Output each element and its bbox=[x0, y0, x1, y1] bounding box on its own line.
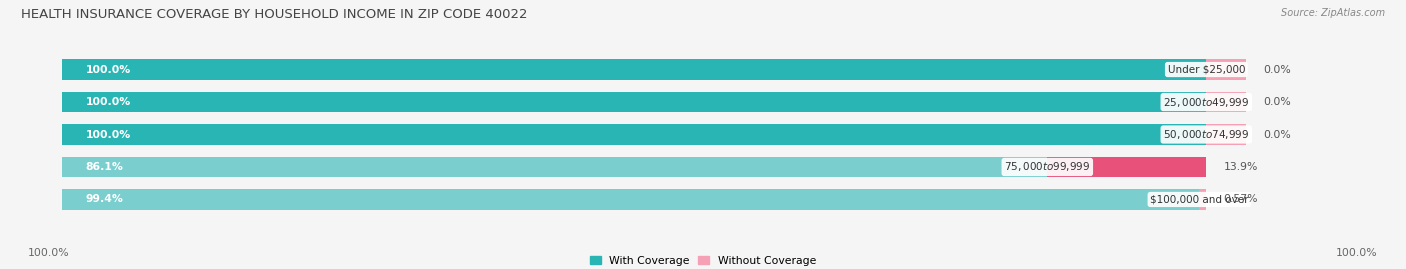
Text: 100.0%: 100.0% bbox=[28, 248, 70, 258]
Text: Source: ZipAtlas.com: Source: ZipAtlas.com bbox=[1281, 8, 1385, 18]
Bar bbox=[62, 125, 1206, 144]
Bar bbox=[62, 125, 1206, 144]
Bar bbox=[1199, 189, 1206, 210]
Bar bbox=[62, 59, 1206, 80]
Text: $100,000 and over: $100,000 and over bbox=[1150, 194, 1249, 204]
Text: 100.0%: 100.0% bbox=[1336, 248, 1378, 258]
Text: $25,000 to $49,999: $25,000 to $49,999 bbox=[1163, 95, 1250, 108]
Bar bbox=[1206, 92, 1246, 112]
Text: Under $25,000: Under $25,000 bbox=[1167, 65, 1246, 75]
Text: 0.57%: 0.57% bbox=[1223, 194, 1257, 204]
Text: 86.1%: 86.1% bbox=[86, 162, 124, 172]
Bar bbox=[1206, 125, 1246, 144]
Bar bbox=[62, 189, 1206, 210]
Text: HEALTH INSURANCE COVERAGE BY HOUSEHOLD INCOME IN ZIP CODE 40022: HEALTH INSURANCE COVERAGE BY HOUSEHOLD I… bbox=[21, 8, 527, 21]
Bar bbox=[1047, 157, 1206, 177]
Bar bbox=[62, 189, 1199, 210]
Text: 99.4%: 99.4% bbox=[86, 194, 124, 204]
Text: $75,000 to $99,999: $75,000 to $99,999 bbox=[1004, 161, 1091, 174]
Bar bbox=[62, 92, 1206, 112]
Text: 13.9%: 13.9% bbox=[1223, 162, 1258, 172]
Bar bbox=[62, 157, 1047, 177]
Bar bbox=[62, 59, 1206, 80]
Legend: With Coverage, Without Coverage: With Coverage, Without Coverage bbox=[585, 252, 821, 269]
Text: 0.0%: 0.0% bbox=[1264, 97, 1291, 107]
Bar bbox=[62, 157, 1206, 177]
Text: 0.0%: 0.0% bbox=[1264, 129, 1291, 140]
Text: 100.0%: 100.0% bbox=[86, 129, 131, 140]
Bar bbox=[62, 92, 1206, 112]
Text: 100.0%: 100.0% bbox=[86, 65, 131, 75]
Text: 0.0%: 0.0% bbox=[1264, 65, 1291, 75]
Text: 100.0%: 100.0% bbox=[86, 97, 131, 107]
Bar bbox=[1206, 59, 1246, 80]
Text: $50,000 to $74,999: $50,000 to $74,999 bbox=[1163, 128, 1250, 141]
